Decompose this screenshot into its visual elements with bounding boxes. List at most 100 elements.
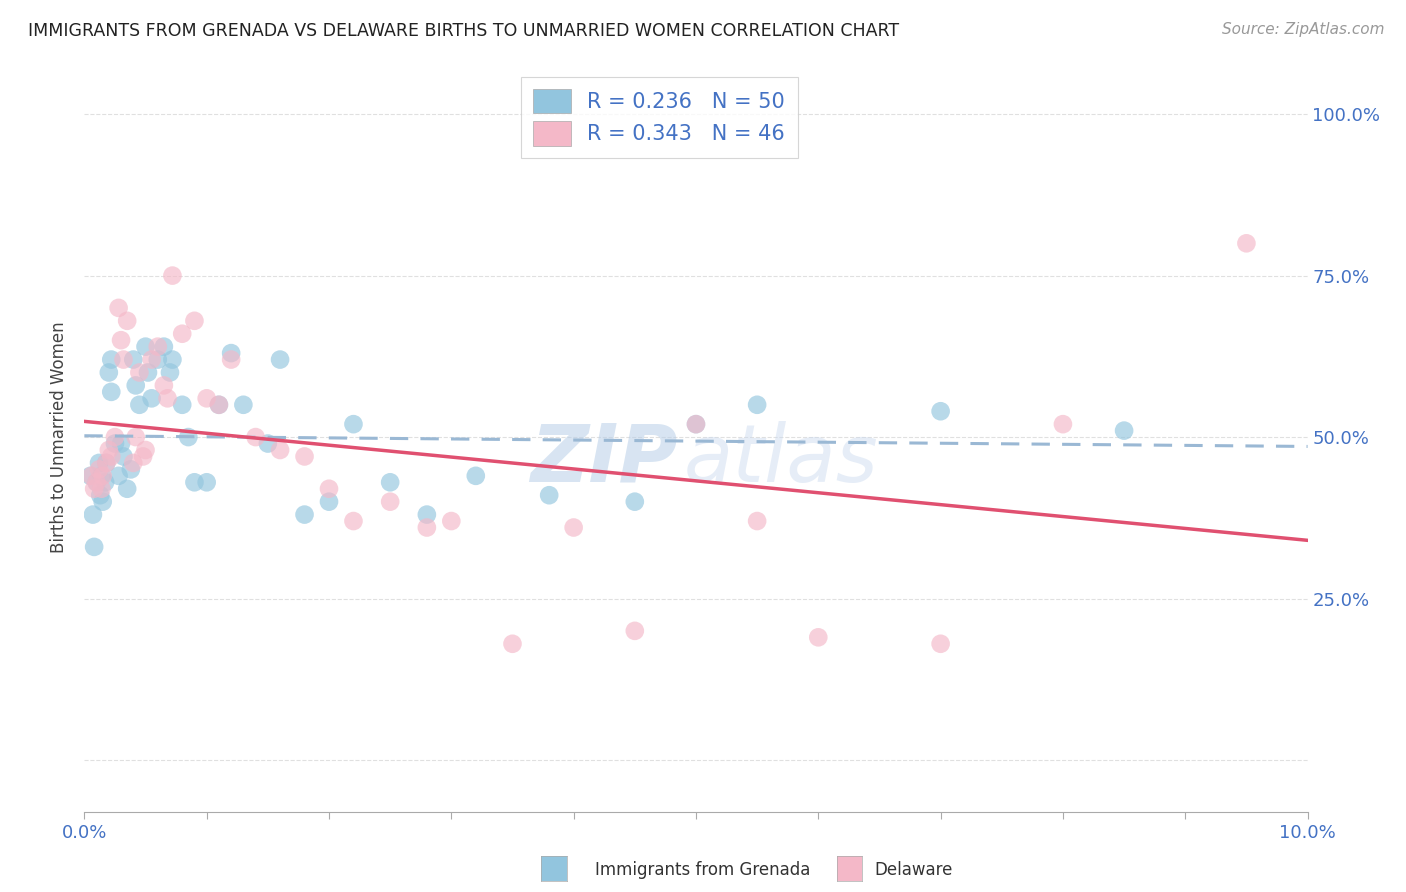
Point <box>624 494 647 508</box>
Point <box>183 314 205 328</box>
Point <box>162 268 184 283</box>
Point <box>80 468 103 483</box>
Point <box>156 392 179 406</box>
Point <box>79 468 101 483</box>
Text: Delaware: Delaware <box>875 861 953 879</box>
Text: IMMIGRANTS FROM GRENADA VS DELAWARE BIRTHS TO UNMARRIED WOMEN CORRELATION CHART: IMMIGRANTS FROM GRENADA VS DELAWARE BIRT… <box>28 22 900 40</box>
Point <box>112 352 135 367</box>
Point <box>257 436 280 450</box>
Point <box>416 508 439 522</box>
Point <box>153 340 176 354</box>
Point <box>318 482 340 496</box>
Point <box>502 637 524 651</box>
Point <box>107 301 129 315</box>
Point <box>136 366 159 380</box>
Point <box>195 392 218 406</box>
Point <box>318 494 340 508</box>
Point <box>342 417 364 432</box>
Legend: R = 0.236   N = 50, R = 0.343   N = 46: R = 0.236 N = 50, R = 0.343 N = 46 <box>520 77 797 158</box>
Point <box>104 436 127 450</box>
Point <box>82 508 104 522</box>
Point <box>380 494 402 508</box>
Point <box>294 508 316 522</box>
Y-axis label: Births to Unmarried Women: Births to Unmarried Women <box>51 321 69 553</box>
Point <box>562 520 585 534</box>
Point <box>112 450 135 464</box>
Point <box>269 352 291 367</box>
Point <box>115 482 138 496</box>
Point <box>1236 236 1258 251</box>
Point <box>146 352 169 367</box>
Point <box>87 462 110 476</box>
Point <box>440 514 463 528</box>
Point <box>141 392 163 406</box>
Point <box>464 468 486 483</box>
Point <box>120 462 142 476</box>
Point <box>416 520 439 534</box>
Text: atlas: atlas <box>683 420 879 499</box>
Point <box>110 333 132 347</box>
Point <box>122 456 145 470</box>
Point <box>97 366 120 380</box>
Point <box>87 456 110 470</box>
Point <box>135 442 157 457</box>
Point <box>219 346 242 360</box>
Point <box>96 456 118 470</box>
Point <box>94 475 117 490</box>
Text: Source: ZipAtlas.com: Source: ZipAtlas.com <box>1222 22 1385 37</box>
Point <box>90 468 112 483</box>
Point <box>128 398 150 412</box>
Point <box>685 417 707 432</box>
Point <box>232 398 254 412</box>
Point <box>86 475 108 490</box>
Point <box>219 352 242 367</box>
Point <box>104 430 127 444</box>
Point <box>90 482 112 496</box>
Point <box>208 398 231 412</box>
Point <box>1114 424 1136 438</box>
Point <box>685 417 707 432</box>
Point <box>146 340 169 354</box>
Point <box>122 352 145 367</box>
Point <box>96 456 118 470</box>
Point <box>132 450 155 464</box>
Point <box>929 404 952 418</box>
Point <box>91 494 114 508</box>
Point <box>747 514 769 528</box>
Point <box>269 442 291 457</box>
Point <box>172 398 194 412</box>
Point <box>115 314 138 328</box>
Point <box>195 475 218 490</box>
Point <box>380 475 402 490</box>
Point <box>153 378 176 392</box>
Point <box>1052 417 1074 432</box>
Point <box>624 624 647 638</box>
Point <box>538 488 561 502</box>
Point <box>91 468 114 483</box>
Point <box>208 398 231 412</box>
Text: ZIP: ZIP <box>530 420 678 499</box>
Point <box>183 475 205 490</box>
Point <box>135 340 157 354</box>
Point <box>807 630 830 644</box>
Point <box>83 540 105 554</box>
Point <box>128 366 150 380</box>
Point <box>100 352 122 367</box>
Point <box>172 326 194 341</box>
Point <box>125 378 148 392</box>
Point <box>294 450 316 464</box>
Point <box>177 430 200 444</box>
Point <box>107 468 129 483</box>
Point <box>159 366 181 380</box>
Point <box>89 488 111 502</box>
Point <box>747 398 769 412</box>
Point <box>342 514 364 528</box>
Point <box>245 430 267 444</box>
Point <box>125 430 148 444</box>
Point <box>162 352 184 367</box>
Point <box>100 384 122 399</box>
Point <box>86 475 108 490</box>
Text: Immigrants from Grenada: Immigrants from Grenada <box>595 861 811 879</box>
Point <box>929 637 952 651</box>
Point <box>83 482 105 496</box>
